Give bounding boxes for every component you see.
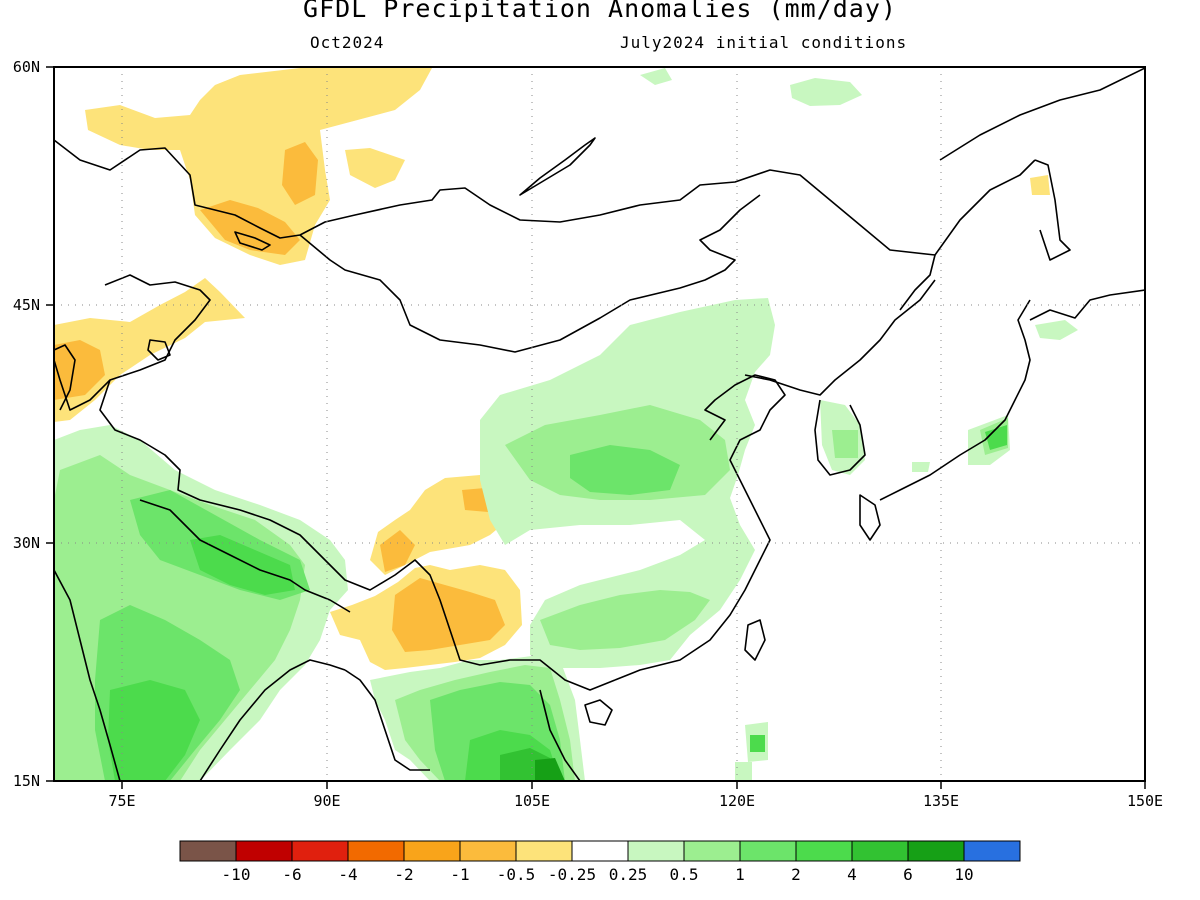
china-east-coast — [614, 374, 786, 681]
colorbar-label: 2 — [791, 865, 801, 884]
lon-label-90e: 90E — [313, 792, 340, 810]
dry-patch-central-asia — [54, 278, 245, 422]
hainan-coast — [584, 699, 613, 726]
wet-very-strong-honshu — [985, 425, 1007, 450]
kamchatka-coast — [939, 67, 1145, 161]
lat-label-60n: 60N — [13, 58, 40, 76]
colorbar-label: 10 — [954, 865, 973, 884]
colorbar-swatch — [347, 840, 405, 862]
bohai-coast — [744, 279, 936, 396]
colorbar-swatch — [739, 840, 797, 862]
sakhalin-coast — [1034, 159, 1071, 261]
wet-patch-japan-north — [1035, 320, 1078, 340]
dry-patch-hokkaido — [1030, 175, 1050, 195]
colorbar-swatch — [179, 840, 237, 862]
dry-patch-siberia-north — [345, 148, 405, 188]
indochina-coast — [539, 689, 581, 781]
central-asia-border — [54, 274, 211, 411]
colorbar-labels: -10 -6 -4 -2 -1 -0.5 -0.25 0.25 0.5 1 2 4 6 10 — [222, 865, 974, 884]
korea-coast — [814, 399, 866, 476]
wet-core-south-china — [540, 590, 710, 650]
dry-core-kazakh — [200, 200, 300, 255]
lon-label-135e: 135E — [923, 792, 959, 810]
colorbar-label: -6 — [282, 865, 301, 884]
colorbar-swatch — [291, 840, 349, 862]
colorbar-swatch — [459, 840, 517, 862]
lat-label-30n: 30N — [13, 534, 40, 552]
colorbar-swatch — [627, 840, 685, 862]
colorbar-label: -0.5 — [497, 865, 536, 884]
anomaly-shading — [54, 68, 1078, 781]
china-west-border — [99, 379, 616, 691]
dry-patch-siberia-west — [85, 68, 432, 265]
aral-sea — [147, 339, 171, 361]
axis-ticks — [46, 66, 1146, 789]
dry-core-siberia — [282, 142, 318, 205]
colorbar-label: 0.5 — [670, 865, 699, 884]
japan-honshu — [879, 299, 1031, 501]
india-east-coast — [199, 659, 346, 781]
asia-northern-border — [54, 139, 936, 311]
wet-patch-honshu-west — [912, 462, 930, 472]
colorbar-swatch — [515, 840, 573, 862]
colorbar-label: 0.25 — [609, 865, 648, 884]
colorbar-swatch — [795, 840, 853, 862]
japan-kyushu — [859, 494, 881, 541]
forecast-month: Oct2024 — [310, 33, 385, 52]
lat-label-15n: 15N — [13, 772, 40, 790]
colorbar-swatch — [907, 840, 965, 862]
lon-label-105e: 105E — [514, 792, 550, 810]
taiwan-coast — [744, 619, 766, 661]
colorbar-swatch — [851, 840, 909, 862]
graticule — [54, 67, 1145, 781]
colorbar-label: 1 — [735, 865, 745, 884]
colorbar-label: -2 — [394, 865, 413, 884]
colorbar-label: 6 — [903, 865, 913, 884]
dry-core-caspian — [54, 340, 105, 400]
colorbar-label: -4 — [338, 865, 357, 884]
dry-core-eastern-himalaya — [380, 530, 415, 572]
wet-peak-vietnam — [535, 758, 565, 781]
colorbar-swatch — [403, 840, 461, 862]
wet-strong-central-china — [570, 445, 680, 495]
wet-patch-siberia-n — [640, 68, 672, 85]
colorbar-swatch — [963, 840, 1021, 862]
colorbar-swatch — [571, 840, 629, 862]
wet-core-korea — [832, 430, 858, 458]
coastlines — [54, 67, 1145, 781]
japan-hokkaido — [1029, 289, 1145, 321]
mongolia-border — [299, 194, 761, 353]
dry-core-yunnan — [392, 578, 505, 652]
colorbar-swatch — [683, 840, 741, 862]
wet-very-strong-nepal — [190, 535, 295, 595]
colorbar-label: -1 — [450, 865, 469, 884]
colorbar-label: 4 — [847, 865, 857, 884]
india-west-coast — [54, 569, 121, 781]
wet-patch-philippines — [735, 762, 752, 781]
wet-very-strong-india — [108, 680, 200, 781]
lat-label-45n: 45N — [13, 296, 40, 314]
wet-very-strong-taiwan — [750, 735, 765, 752]
initial-conditions-label: July2024 initial conditions — [620, 33, 908, 52]
plot-frame — [53, 66, 1146, 782]
caspian-coast — [54, 344, 76, 411]
colorbar: -10 -6 -4 -2 -1 -0.5 -0.25 0.25 0.5 1 2 4 6 10 — [179, 840, 1021, 884]
burma-coast — [344, 669, 430, 771]
lon-label-120e: 120E — [719, 792, 755, 810]
okhotsk-coast — [934, 159, 1036, 256]
wet-patch-mongolia-ne — [790, 78, 862, 106]
colorbar-label: -0.25 — [548, 865, 596, 884]
map-title: GFDL Precipitation Anomalies (mm/day) — [303, 0, 897, 23]
himalaya-border — [139, 499, 351, 613]
colorbar-swatches — [179, 840, 1021, 862]
lon-label-150e: 150E — [1127, 792, 1163, 810]
lake-baikal — [519, 137, 596, 196]
colorbar-label: -10 — [222, 865, 251, 884]
lon-label-75e: 75E — [108, 792, 135, 810]
balkhash-lake — [234, 231, 271, 251]
colorbar-swatch — [235, 840, 293, 862]
